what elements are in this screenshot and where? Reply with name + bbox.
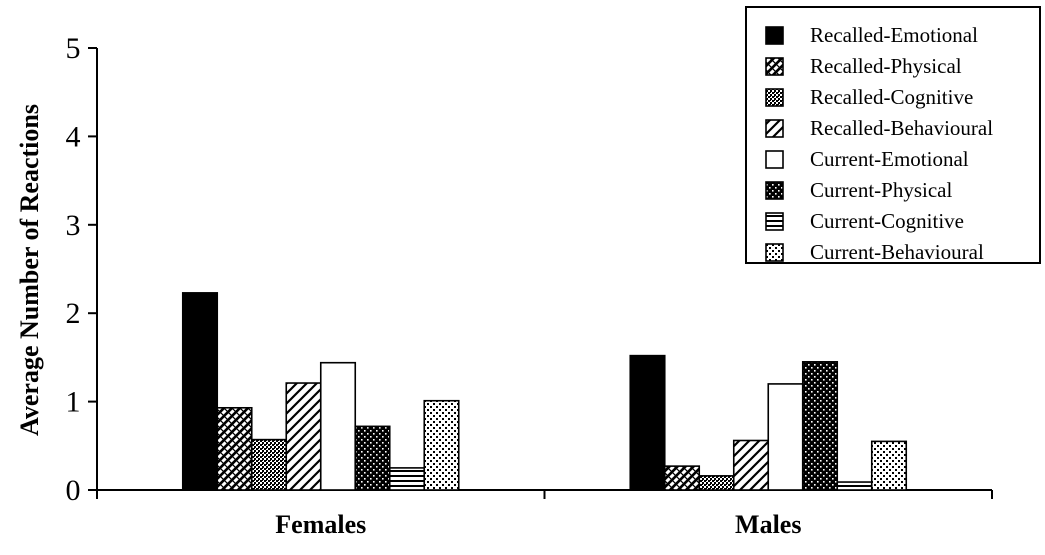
y-tick-label: 3 [66,209,81,242]
bar-males-current-behavioural [870,440,908,491]
bar-males-current-cognitive [836,481,873,491]
x-tick-label: Males [735,510,801,539]
bar-females-current-physical [354,425,391,491]
bar-females-current-emotional [319,361,357,491]
bar-males-recalled-cognitive [698,475,735,491]
y-tick-label: 2 [66,297,81,330]
bar-females-recalled-cognitive [250,438,288,491]
y-axis-title: Average Number of Reactions [15,104,44,436]
bar-females-current-behavioural [423,399,460,491]
legend-label-current-emotional: Current-Emotional [810,147,969,171]
legend-swatch-recalled-physical [765,57,784,76]
y-tick-label: 4 [66,120,81,153]
legend-label-recalled-emotional: Recalled-Emotional [810,23,978,47]
bar-males-recalled-physical [663,465,701,491]
legend: Recalled-Emotional Recalled-Physical Recal… [745,6,1041,264]
legend-label-recalled-cognitive: Recalled-Cognitive [810,85,973,109]
legend-swatch-current-cognitive [765,212,784,231]
bar-males-recalled-behavioural [732,439,770,491]
y-tick-label: 5 [66,32,81,65]
legend-swatch-recalled-emotional [765,26,784,45]
bar-females-current-cognitive [388,467,426,491]
legend-box [745,6,1041,264]
legend-swatch-current-emotional [765,150,784,169]
legend-label-recalled-behavioural: Recalled-Behavioural [810,116,993,140]
legend-swatch-recalled-cognitive [765,88,784,107]
y-tick-label: 0 [66,474,81,507]
y-tick-label: 1 [66,386,81,419]
x-tick-label: Females [275,510,366,539]
bar-males-current-physical [801,361,839,491]
legend-swatch-recalled-behavioural [765,119,784,138]
axis-labels: 0 1 2 3 4 5 Females Males Average Number of Reac… [15,32,801,539]
legend-label-current-behavioural: Current-Behavioural [810,240,984,264]
bars [181,292,908,491]
legend-swatch-current-physical [765,181,784,200]
legend-label-recalled-physical: Recalled-Physical [810,54,962,78]
bar-males-current-emotional [767,383,804,491]
bar-females-recalled-physical [216,406,253,491]
bar-females-recalled-behavioural [285,382,322,491]
bar-males-recalled-emotional [629,354,666,491]
bar-females-recalled-emotional [181,292,219,491]
legend-label-current-cognitive: Current-Cognitive [810,209,964,233]
legend-label-current-physical: Current-Physical [810,178,952,202]
legend-swatch-current-behavioural [765,243,784,262]
